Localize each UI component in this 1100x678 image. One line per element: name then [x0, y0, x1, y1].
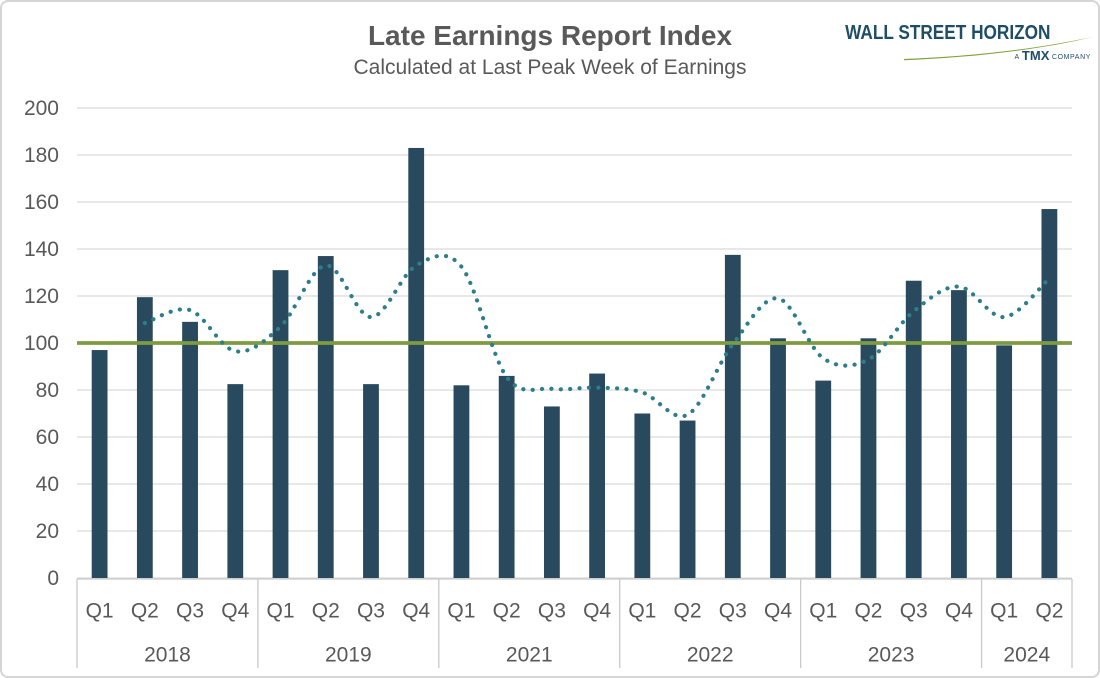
quarter-label: Q1 — [990, 600, 1018, 623]
quarter-label: Q2 — [674, 600, 702, 623]
logo-tmx-tagline: A TMX COMPANY — [1014, 48, 1091, 63]
bar-q2-2021 — [498, 375, 515, 578]
y-axis-tick-label: 40 — [36, 473, 59, 496]
bar-q4-2019 — [408, 147, 425, 578]
bar-q2-2024 — [1041, 209, 1058, 579]
quarter-label: Q1 — [86, 600, 114, 623]
y-axis-tick-label: 160 — [24, 191, 59, 214]
quarter-label: Q4 — [945, 600, 973, 623]
y-axis-tick-label: 180 — [24, 144, 59, 167]
y-axis-tick-label: 80 — [36, 379, 59, 402]
bar-q1-2023 — [815, 380, 832, 578]
logo-tmx-mark: TMX — [1021, 48, 1050, 63]
bar-q3-2021 — [543, 406, 560, 578]
bar-q1-2021 — [453, 385, 470, 578]
y-axis-tick-label: 140 — [24, 238, 59, 261]
bar-q1-2019 — [272, 270, 289, 578]
bar-q4-2021 — [589, 373, 606, 578]
bar-q3-2022 — [724, 254, 741, 578]
quarter-label: Q3 — [900, 600, 928, 623]
x-axis-table: Q1 Q2 Q3 Q4 Q1 Q2 Q3 Q4 Q1 Q2 Q3 Q4 Q1 Q2 Q3 Q4 Q1 Q2 Q3 Q4… — [76, 578, 1073, 668]
trend-line-path — [142, 253, 1052, 419]
bar-q4-2023 — [951, 290, 967, 578]
quarter-label: Q2 — [131, 600, 159, 623]
quarter-label: Q3 — [357, 600, 385, 623]
quarter-label: Q4 — [764, 600, 792, 623]
year-label-2023: 2023 — [868, 644, 915, 667]
quarter-label: Q3 — [176, 600, 204, 623]
wall-street-horizon-logo: WALL STREET HORIZON A TMX COMPANY — [845, 21, 1096, 67]
bar-q1-2024 — [996, 345, 1013, 578]
quarter-label: Q3 — [719, 600, 747, 623]
quarter-label: Q2 — [493, 600, 521, 623]
quarter-label: Q2 — [312, 600, 340, 623]
bar-q3-2019 — [363, 384, 379, 578]
trend-dotted-line — [142, 253, 1052, 419]
quarter-label: Q4 — [583, 600, 611, 623]
quarter-label: Q1 — [628, 600, 656, 623]
bar-q2-2018 — [136, 297, 153, 578]
logo-wordmark: WALL STREET HORIZON — [844, 21, 1050, 44]
year-label-2022: 2022 — [687, 644, 734, 667]
year-label-2018: 2018 — [144, 644, 191, 667]
bar-q2-2019 — [317, 256, 334, 578]
year-label-2019: 2019 — [325, 644, 372, 667]
quarter-label: Q1 — [267, 600, 295, 623]
y-axis-tick-label: 120 — [24, 285, 59, 308]
bar-q2-2022 — [679, 420, 696, 578]
quarter-label: Q1 — [809, 600, 837, 623]
bar-q4-2018 — [227, 384, 244, 578]
y-axis-tick-label: 20 — [36, 520, 59, 543]
bar-q3-2023 — [905, 280, 922, 578]
y-axis-tick-label: 200 — [24, 97, 59, 120]
bar-q2-2023 — [860, 338, 877, 578]
y-axis-tick-label: 60 — [36, 426, 59, 449]
quarter-label: Q2 — [1035, 600, 1063, 623]
bar-q3-2018 — [182, 321, 198, 578]
year-label-2024: 2024 — [1003, 644, 1050, 667]
bar-q4-2022 — [770, 338, 786, 578]
quarter-label: Q4 — [402, 600, 430, 623]
bar-series — [91, 147, 1058, 579]
quarter-label: Q4 — [221, 600, 249, 623]
bar-q1-2018 — [91, 350, 108, 578]
y-axis-tick-labels: 0 20 40 60 80 100 120 140 160 180 200 — [24, 97, 59, 590]
bar-q1-2022 — [634, 413, 651, 578]
y-axis-tick-label: 100 — [24, 332, 59, 355]
quarter-label: Q3 — [538, 600, 566, 623]
logo-tagline-prefix: A — [1014, 54, 1020, 61]
quarter-label: Q2 — [854, 600, 882, 623]
quarter-label: Q1 — [447, 600, 475, 623]
logo-tagline-suffix: COMPANY — [1051, 54, 1091, 61]
y-axis-tick-label: 0 — [47, 567, 59, 590]
year-label-2021: 2021 — [506, 644, 553, 667]
